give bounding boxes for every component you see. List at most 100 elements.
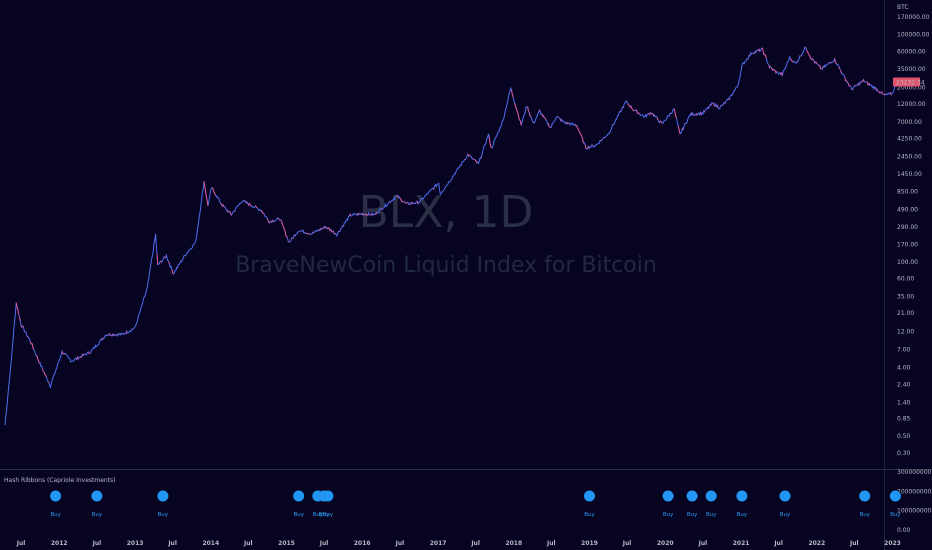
buy-signal-label: Buy bbox=[859, 512, 870, 518]
buy-signal-label: Buy bbox=[663, 512, 674, 518]
indicator-tick-label: 200000000.00 bbox=[897, 488, 932, 495]
buy-signal: Buy bbox=[859, 490, 871, 518]
buy-signal-label: Buy bbox=[584, 512, 595, 518]
time-tick-label: Jul bbox=[470, 540, 480, 547]
indicator-tick-label: 100000000.00 bbox=[897, 508, 932, 515]
price-tick-label: 20000.00 bbox=[897, 84, 926, 91]
price-tick-label: 35000.00 bbox=[897, 66, 926, 73]
indicator-axis-ticks: 300000000.00 200000000.00 100000000.00 0.00 bbox=[897, 469, 932, 534]
indicator-tick-label: 0.00 bbox=[897, 527, 911, 534]
buy-signal: Buy bbox=[736, 490, 748, 518]
time-tick-label: 2021 bbox=[733, 540, 750, 547]
price-line bbox=[4, 46, 899, 426]
buy-signal-label: Buy bbox=[706, 512, 717, 518]
time-tick-label: 2019 bbox=[581, 540, 598, 547]
buy-signal-label: Buy bbox=[293, 512, 304, 518]
buy-signal-label: Buy bbox=[323, 512, 334, 518]
buy-signal-dot bbox=[705, 490, 717, 502]
price-tick-label: 490.00 bbox=[897, 207, 918, 214]
time-tick-label: 2020 bbox=[657, 540, 674, 547]
price-tick-label: 7000.00 bbox=[897, 119, 922, 126]
price-tick-label: 12000.00 bbox=[897, 101, 926, 108]
buy-signal: Buy bbox=[50, 490, 62, 518]
time-tick-label: Jul bbox=[546, 540, 556, 547]
price-tick-label: 170.00 bbox=[897, 241, 918, 248]
price-tick-label: 290.00 bbox=[897, 224, 918, 231]
price-tick-label: 850.00 bbox=[897, 188, 918, 195]
price-tick-label: 60.00 bbox=[897, 276, 914, 283]
price-tick-label: 7.00 bbox=[897, 346, 911, 353]
buy-signal-dot bbox=[322, 490, 334, 502]
buy-signal-dot bbox=[859, 490, 871, 502]
buy-signal-label: Buy bbox=[158, 512, 169, 518]
price-tick-label: 100.00 bbox=[897, 259, 918, 266]
time-tick-label: 2023 bbox=[884, 540, 901, 547]
indicator-title[interactable]: Hash Ribbons (Capriole Investments) bbox=[4, 477, 116, 484]
price-axis-ticks[interactable]: 170000.00 100000.00 60000.00 35000.00 20000.… bbox=[897, 14, 930, 457]
buy-signal: Buy bbox=[322, 490, 334, 518]
buy-signal-label: Buy bbox=[687, 512, 698, 518]
buy-signal-dot bbox=[662, 490, 674, 502]
time-tick-label: 2017 bbox=[430, 540, 447, 547]
buy-signal-dot bbox=[889, 490, 901, 502]
time-tick-label: Jul bbox=[319, 540, 329, 547]
buy-signal-dot bbox=[293, 490, 305, 502]
buy-signal-label: Buy bbox=[780, 512, 791, 518]
price-tick-label: 0.30 bbox=[897, 450, 911, 457]
time-tick-label: 2013 bbox=[127, 540, 144, 547]
buy-signal-label: Buy bbox=[890, 512, 901, 518]
last-price-tag: 23232.34 bbox=[893, 77, 925, 87]
buy-signal-dot bbox=[736, 490, 748, 502]
price-tick-label: 2450.00 bbox=[897, 154, 922, 161]
buy-signal-dot bbox=[157, 490, 169, 502]
buy-signal-dot bbox=[779, 490, 791, 502]
price-series bbox=[4, 46, 899, 426]
time-tick-label: 2018 bbox=[505, 540, 522, 547]
time-axis[interactable]: Jul 2012 Jul 2013 Jul 2014 Jul 2015 Jul 2016 Jul 20… bbox=[16, 540, 901, 547]
time-tick-label: 2022 bbox=[808, 540, 825, 547]
time-tick-label: Jul bbox=[773, 540, 783, 547]
time-tick-label: Jul bbox=[395, 540, 405, 547]
buy-signal-label: Buy bbox=[319, 512, 330, 518]
price-tick-label: 1450.00 bbox=[897, 171, 922, 178]
buy-signal: Buy bbox=[686, 490, 698, 518]
buy-signal-label: Buy bbox=[50, 512, 61, 518]
watermark-name: BraveNewCoin Liquid Index for Bitcoin bbox=[235, 253, 657, 278]
buy-signal-label: Buy bbox=[737, 512, 748, 518]
time-tick-label: Jul bbox=[167, 540, 177, 547]
buy-signal: Buy bbox=[157, 490, 169, 518]
time-tick-label: Jul bbox=[92, 540, 102, 547]
price-line-down bbox=[15, 46, 897, 384]
price-tick-label: 2.40 bbox=[897, 382, 911, 389]
buy-signal-dot bbox=[584, 490, 595, 502]
price-tick-label: 170000.00 bbox=[897, 14, 930, 21]
buy-signal-label: Buy bbox=[313, 512, 324, 518]
buy-signal-dot bbox=[686, 490, 698, 502]
price-tick-label: 21.00 bbox=[897, 310, 914, 317]
price-tick-label: 1.40 bbox=[897, 399, 911, 406]
time-tick-label: 2014 bbox=[202, 540, 219, 547]
price-tick-label: 100000.00 bbox=[897, 32, 930, 39]
price-tick-label: 0.85 bbox=[897, 416, 911, 423]
buy-signal: Buy bbox=[889, 490, 901, 518]
price-axis-currency: BTC bbox=[897, 4, 909, 11]
watermark-symbol: BLX, 1D bbox=[359, 187, 534, 238]
buy-signal: Buy bbox=[662, 490, 674, 518]
buy-signal: Buy bbox=[584, 490, 596, 518]
price-tick-label: 4.00 bbox=[897, 365, 911, 372]
price-tick-label: 4250.00 bbox=[897, 135, 922, 142]
time-tick-label: Jul bbox=[243, 540, 253, 547]
time-tick-label: Jul bbox=[698, 540, 708, 547]
buy-signal: Buy bbox=[293, 490, 305, 518]
time-tick-label: Jul bbox=[849, 540, 859, 547]
price-tick-label: 12.00 bbox=[897, 329, 914, 336]
price-tick-label: 35.00 bbox=[897, 293, 914, 300]
time-tick-label: 2016 bbox=[354, 540, 371, 547]
buy-signal: Buy bbox=[779, 490, 791, 518]
buy-signal-dot bbox=[50, 490, 62, 502]
price-tick-label: 0.50 bbox=[897, 433, 911, 440]
time-tick-label: 2015 bbox=[278, 540, 295, 547]
buy-signal-label: Buy bbox=[92, 512, 103, 518]
